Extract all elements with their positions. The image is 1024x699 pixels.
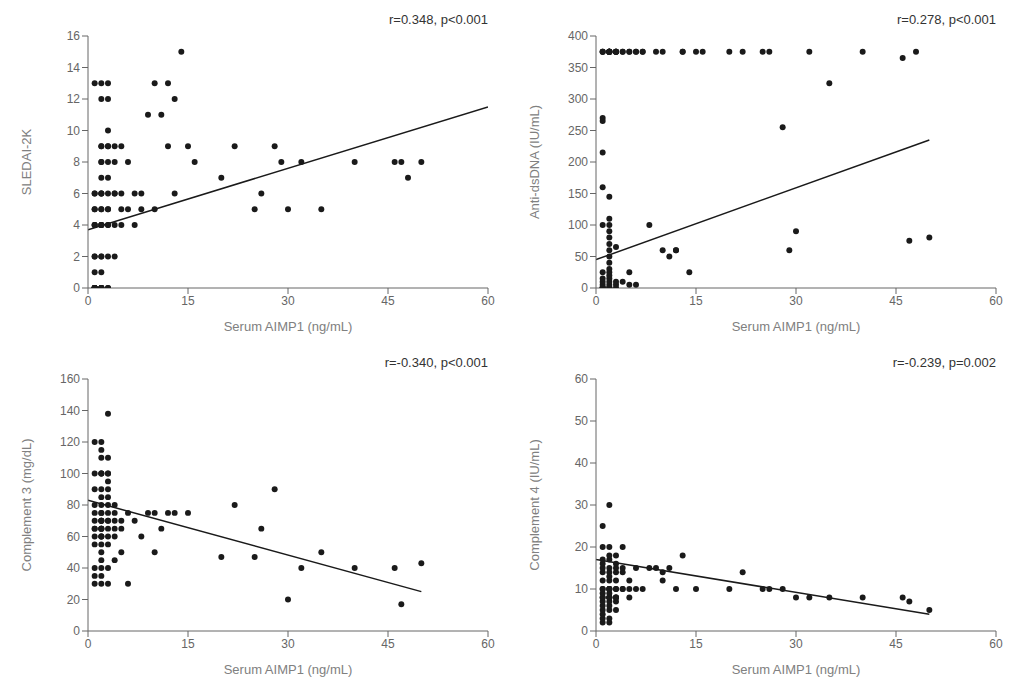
svg-text:10: 10 xyxy=(67,124,81,138)
svg-text:2: 2 xyxy=(73,250,80,264)
html-text:r=-0.340, p<0.001: r=-0.340, p<0.001 xyxy=(384,355,488,370)
svg-text:Serum AIMP1 (ng/mL): Serum AIMP1 (ng/mL) xyxy=(224,319,353,334)
svg-text:60: 60 xyxy=(481,637,495,651)
svg-text:45: 45 xyxy=(381,637,395,651)
svg-text:Serum AIMP1 (ng/mL): Serum AIMP1 (ng/mL) xyxy=(732,662,861,677)
svg-text:4: 4 xyxy=(73,218,80,232)
svg-text:Complement 3 (mg/dL): Complement 3 (mg/dL) xyxy=(19,439,34,572)
svg-text:160: 160 xyxy=(60,372,80,386)
svg-text:15: 15 xyxy=(689,294,703,308)
svg-text:40: 40 xyxy=(67,561,81,575)
svg-text:Anti-dsDNA (IU/mL): Anti-dsDNA (IU/mL) xyxy=(527,105,542,219)
svg-text:50: 50 xyxy=(575,250,589,264)
svg-text:400: 400 xyxy=(568,29,588,43)
svg-text:60: 60 xyxy=(575,372,589,386)
svg-text:100: 100 xyxy=(60,467,80,481)
svg-text:30: 30 xyxy=(575,498,589,512)
svg-text:120: 120 xyxy=(60,435,80,449)
svg-text:80: 80 xyxy=(67,498,81,512)
svg-text:30: 30 xyxy=(789,294,803,308)
svg-text:Complement 4 (IU/mL): Complement 4 (IU/mL) xyxy=(527,439,542,570)
svg-text:300: 300 xyxy=(568,92,588,106)
svg-text:15: 15 xyxy=(181,294,195,308)
svg-text:60: 60 xyxy=(481,294,495,308)
svg-text:Serum AIMP1 (ng/mL): Serum AIMP1 (ng/mL) xyxy=(224,662,353,677)
svg-text:SLEDAI-2K: SLEDAI-2K xyxy=(19,128,34,195)
svg-text:30: 30 xyxy=(281,637,295,651)
svg-text:60: 60 xyxy=(67,530,81,544)
svg-text:45: 45 xyxy=(889,294,903,308)
svg-text:200: 200 xyxy=(568,155,588,169)
svg-text:140: 140 xyxy=(60,404,80,418)
svg-text:60: 60 xyxy=(989,637,1003,651)
html-text:r=-0.239, p=0.002: r=-0.239, p=0.002 xyxy=(892,355,996,370)
svg-text:12: 12 xyxy=(67,92,81,106)
html-text:r=0.348, p<0.001: r=0.348, p<0.001 xyxy=(389,12,488,27)
svg-text:8: 8 xyxy=(73,155,80,169)
svg-text:0: 0 xyxy=(85,294,92,308)
svg-text:0: 0 xyxy=(593,637,600,651)
svg-text:100: 100 xyxy=(568,218,588,232)
svg-text:0: 0 xyxy=(593,294,600,308)
svg-text:0: 0 xyxy=(581,624,588,638)
svg-text:0: 0 xyxy=(85,637,92,651)
svg-text:20: 20 xyxy=(67,593,81,607)
svg-text:0: 0 xyxy=(73,624,80,638)
svg-text:150: 150 xyxy=(568,187,588,201)
svg-text:20: 20 xyxy=(575,540,589,554)
svg-text:0: 0 xyxy=(73,281,80,295)
html-text:r=0.278, p<0.001: r=0.278, p<0.001 xyxy=(897,12,996,27)
svg-text:16: 16 xyxy=(67,29,81,43)
svg-text:30: 30 xyxy=(789,637,803,651)
svg-text:14: 14 xyxy=(67,61,81,75)
svg-text:0: 0 xyxy=(581,281,588,295)
svg-text:15: 15 xyxy=(181,637,195,651)
svg-text:30: 30 xyxy=(281,294,295,308)
svg-text:Serum AIMP1 (ng/mL): Serum AIMP1 (ng/mL) xyxy=(732,319,861,334)
svg-text:15: 15 xyxy=(689,637,703,651)
svg-text:250: 250 xyxy=(568,124,588,138)
svg-text:6: 6 xyxy=(73,187,80,201)
svg-text:10: 10 xyxy=(575,582,589,596)
svg-text:60: 60 xyxy=(989,294,1003,308)
svg-text:45: 45 xyxy=(889,637,903,651)
svg-text:50: 50 xyxy=(575,414,589,428)
svg-text:350: 350 xyxy=(568,61,588,75)
svg-text:45: 45 xyxy=(381,294,395,308)
svg-text:40: 40 xyxy=(575,456,589,470)
